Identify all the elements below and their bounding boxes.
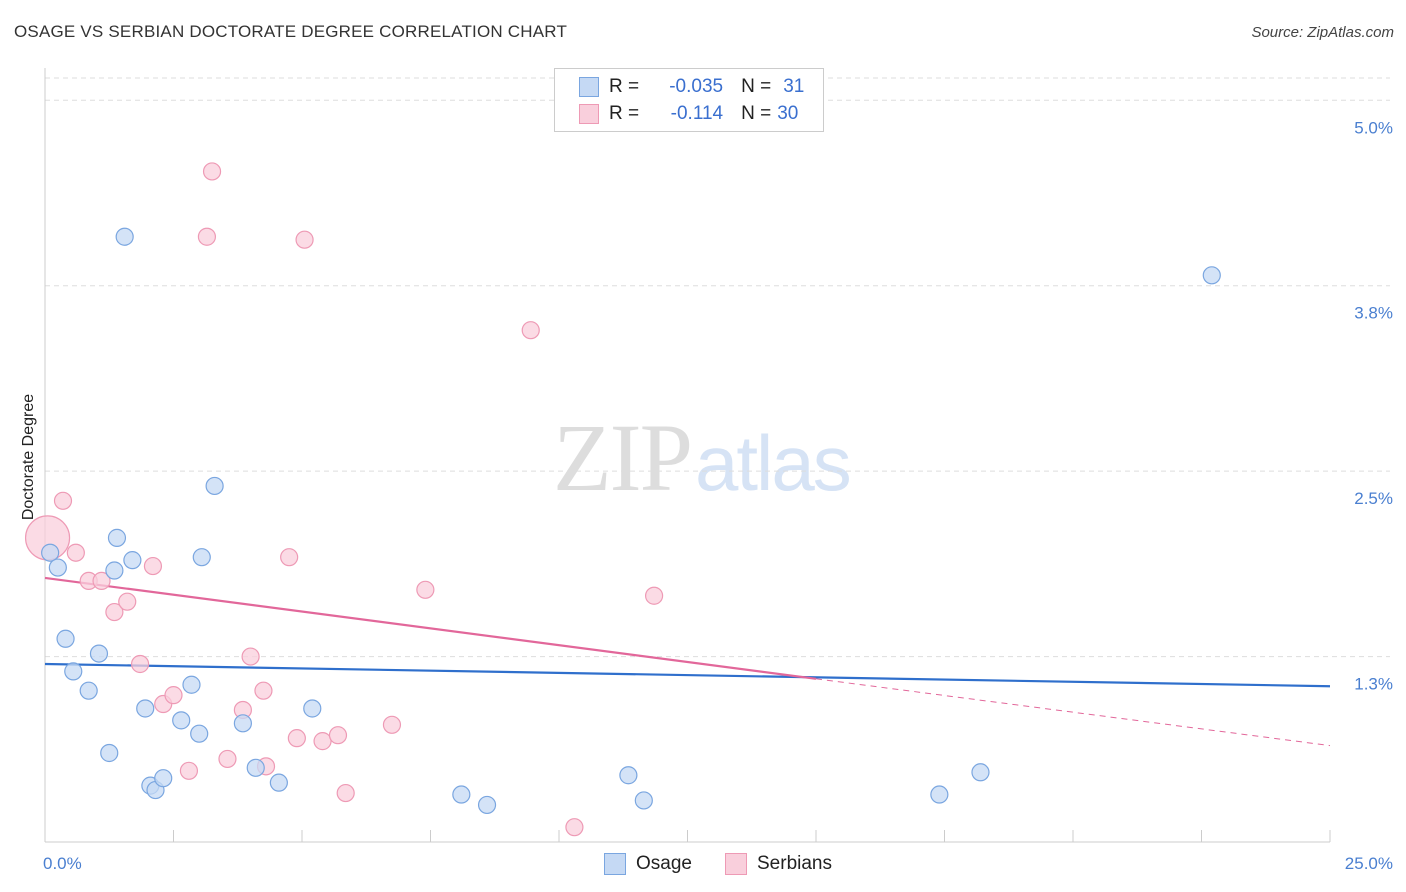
legend-row-osage: R = -0.035 N = 31 [579,74,804,100]
y-tick-label-1: 2.5% [1354,489,1393,508]
serbians-point [118,592,137,611]
bottom-legend-osage: Osage [604,850,692,878]
serbians-point [280,548,299,567]
osage-point [136,699,155,718]
serbians-point [241,647,260,666]
osage-point [79,681,98,700]
gridlines [45,77,1390,658]
bottom-serbians-swatch [725,853,747,875]
serbians-point [382,715,402,734]
osage-point [1202,266,1221,285]
osage-r-label: R = [609,76,640,97]
osage-point [619,766,638,785]
osage-point [971,763,990,782]
chart-title: OSAGE VS SERBIAN DOCTORATE DEGREE CORREL… [14,22,568,41]
osage-point [105,561,124,580]
osage-point [107,528,127,547]
serbians-point [254,681,273,700]
watermark: ZIPatlas [553,402,852,513]
osage-point [64,662,83,681]
serbians-point [218,749,237,769]
serbians-point [565,818,584,837]
serbians-point [287,729,306,748]
osage-point [41,543,60,562]
serbians-trend-extension [815,678,1331,747]
data-points [24,162,1221,837]
serbians-r-value: -0.114 [670,103,724,124]
y-tick-label-3: 5.0% [1354,118,1393,137]
watermark-atlas: atlas [695,419,852,507]
serbians-point [143,556,163,576]
serbians-point [336,783,355,803]
osage-point [303,699,322,718]
serbians-point [130,654,150,674]
source-label: Source: ZipAtlas.com [1251,24,1394,41]
osage-point [56,629,75,648]
osage-point [930,785,949,804]
tick-labels: 1.3% 2.5% 3.8% 5.0% 0.0% 25.0% [43,118,1393,873]
legend-row-serbians: R = -0.114 N = 30 [579,101,798,127]
osage-point [100,743,119,763]
axes [44,68,1331,843]
y-tick-label-2: 3.8% [1354,304,1393,323]
osage-point [192,548,211,567]
serbians-point [295,230,314,249]
serbians-point [328,726,348,745]
osage-trend-line [44,662,1331,688]
osage-point [115,227,134,246]
serbians-r-label: R = [609,103,640,124]
serbians-trend-line [44,576,817,680]
serbians-point [92,571,111,591]
osage-point [154,769,173,788]
x-tick-label-1: 25.0% [1345,854,1393,873]
osage-point [269,773,288,792]
serbians-point [66,543,85,562]
y-tick-label-0: 1.3% [1354,675,1393,694]
watermark-zip: ZIP [553,404,693,511]
osage-point [205,476,224,496]
osage-point [182,675,201,694]
bottom-serbians-label: Serbians [757,853,832,874]
osage-point [123,551,142,570]
serbians-point [53,491,73,510]
bottom-legend-serbians: Serbians [725,850,832,878]
osage-point [477,795,497,815]
osage-point [634,791,653,810]
serbians-point [105,602,124,622]
serbians-n-value: 30 [777,103,799,124]
osage-point [233,714,252,733]
serbians-point [197,227,217,246]
trend-lines [44,576,1331,747]
serbians-point [164,686,183,705]
x-tick-label-0: 0.0% [43,854,82,873]
y-axis-label: Doctorate Degree [20,394,37,520]
serbians-point [521,321,540,340]
osage-n-value: 31 [783,76,805,97]
correlation-legend: R = -0.035 N = 31 R = -0.114 N = 30 [554,68,824,132]
osage-r-value: -0.035 [669,76,724,97]
serbians-point [313,732,332,751]
bottom-osage-swatch [604,853,626,875]
osage-point [452,785,471,804]
osage-point [172,711,191,730]
osage-point [190,724,209,743]
serbians-point [644,586,664,605]
serbians-point [202,162,222,181]
serbians-n-label: N = [741,103,772,124]
osage-point [48,558,67,577]
osage-n-label: N = [741,76,772,97]
osage-point [246,758,265,777]
serbians-point [179,761,199,780]
osage-point [89,644,109,663]
serbians-swatch [579,104,599,124]
bottom-osage-label: Osage [636,853,692,874]
osage-swatch [579,77,599,97]
serbians-point [416,580,435,599]
